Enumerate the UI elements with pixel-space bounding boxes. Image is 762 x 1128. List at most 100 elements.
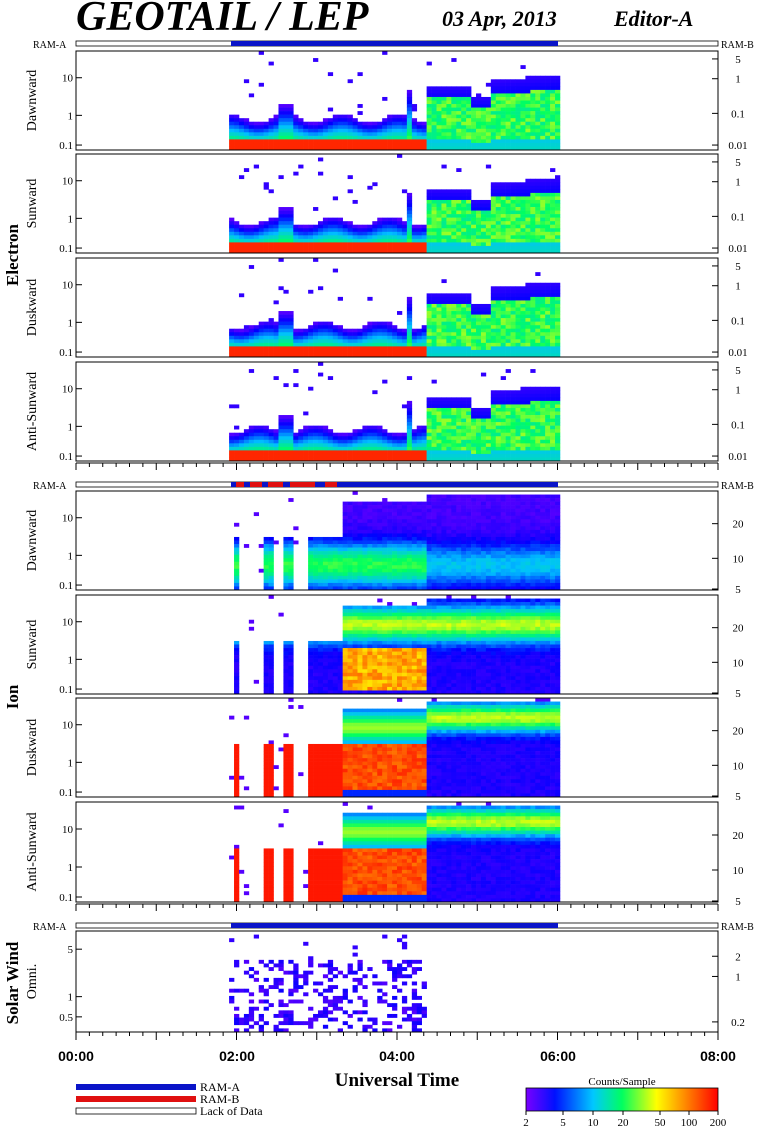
spectrogram-cell xyxy=(263,125,269,130)
spectrogram-cell xyxy=(530,96,536,101)
spectrogram-cell xyxy=(322,242,329,247)
spectrogram-cell xyxy=(357,242,363,247)
spectrogram-cell xyxy=(490,501,497,506)
spectrogram-cell xyxy=(258,228,264,233)
spectrogram-cell xyxy=(426,107,432,112)
spectrogram-cell xyxy=(387,515,393,520)
spectrogram-cell xyxy=(293,353,299,358)
spectrogram-cell xyxy=(485,565,492,570)
spectrogram-cell xyxy=(540,450,546,455)
spectrogram-cell xyxy=(416,335,422,340)
spectrogram-cell xyxy=(495,311,502,315)
spectrogram-cell xyxy=(461,249,467,254)
spectrogram-cell xyxy=(293,228,299,233)
spectrogram-cell xyxy=(550,192,556,197)
spectrogram-cell xyxy=(283,314,289,319)
spectrogram-cell xyxy=(357,335,363,340)
spectrogram-cell xyxy=(273,300,279,305)
spectrogram-cell xyxy=(253,235,260,240)
spectrogram-cell xyxy=(234,342,240,347)
spectrogram-cell xyxy=(288,118,294,123)
spectrogram-cell xyxy=(283,289,289,294)
spectrogram-cell xyxy=(441,342,447,347)
spectrogram-cell xyxy=(392,522,398,527)
spectrogram-cell xyxy=(480,100,487,105)
spectrogram-cell xyxy=(327,376,334,380)
spectrogram-cell xyxy=(500,89,506,94)
panel-label: Duskward xyxy=(25,279,40,337)
spectrogram-cell xyxy=(540,544,546,548)
spectrogram-cell xyxy=(431,529,437,534)
spectrogram-cell xyxy=(372,457,378,462)
spectrogram-cell xyxy=(446,547,452,552)
spectrogram-cell xyxy=(342,328,348,333)
spectrogram-cell xyxy=(392,547,398,552)
spectrogram-cell xyxy=(550,325,556,330)
spectrogram-cell xyxy=(387,457,393,462)
spectrogram-cell xyxy=(530,436,536,441)
spectrogram-cell xyxy=(480,121,487,126)
spectrogram-cell xyxy=(550,526,556,531)
spectrogram-cell xyxy=(278,121,284,126)
spectrogram-cell xyxy=(550,429,556,434)
spectrogram-cell xyxy=(234,436,240,441)
spectrogram-cell xyxy=(317,346,324,351)
spectrogram-cell xyxy=(500,561,506,566)
spectrogram-cell xyxy=(347,533,353,538)
spectrogram-cell xyxy=(525,96,531,101)
spectrogram-cell xyxy=(243,235,250,240)
spectrogram-cell xyxy=(520,536,526,541)
spectrogram-cell xyxy=(332,457,339,462)
spectrogram-cell xyxy=(550,328,556,333)
spectrogram-cell xyxy=(229,217,235,222)
spectrogram-cell xyxy=(263,568,269,573)
spectrogram-cell xyxy=(411,349,418,354)
spectrogram-cell xyxy=(505,390,511,395)
spectrogram-cell xyxy=(476,146,482,151)
spectrogram-cell xyxy=(357,505,363,509)
spectrogram-cell xyxy=(490,575,497,580)
spectrogram-cell xyxy=(451,189,457,194)
spectrogram-cell xyxy=(337,568,343,573)
spectrogram-cell xyxy=(446,508,452,513)
spectrogram-cell xyxy=(480,439,487,444)
spectrogram-cell xyxy=(530,128,536,133)
spectrogram-cell xyxy=(234,536,240,541)
spectrogram-cell xyxy=(485,418,492,423)
spectrogram-cell xyxy=(273,332,279,337)
spectrogram-cell xyxy=(500,210,506,215)
spectrogram-cell xyxy=(476,339,482,344)
spectrogram-cell xyxy=(555,307,561,312)
spectrogram-cell xyxy=(406,586,413,591)
spectrogram-cell xyxy=(446,457,452,462)
spectrogram-cell xyxy=(535,407,541,412)
spectrogram-cell xyxy=(525,293,531,298)
spectrogram-cell xyxy=(535,554,541,559)
spectrogram-cell xyxy=(520,82,526,87)
spectrogram-cell xyxy=(471,418,477,423)
spectrogram-cell xyxy=(500,293,506,298)
spectrogram-cell xyxy=(436,349,442,354)
spectrogram-cell xyxy=(367,425,373,430)
spectrogram-cell xyxy=(451,135,457,140)
spectrogram-cell xyxy=(352,582,358,587)
spectrogram-cell xyxy=(515,457,521,462)
spectrogram-cell xyxy=(510,245,516,250)
spectrogram-cell xyxy=(466,508,472,513)
spectrogram-cell xyxy=(436,508,442,513)
spectrogram-cell xyxy=(347,508,353,513)
spectrogram-cell xyxy=(441,439,447,444)
spectrogram-cell xyxy=(357,522,363,527)
spectrogram-cell xyxy=(406,376,413,380)
spectrogram-cell xyxy=(273,328,279,333)
spectrogram-cell xyxy=(352,515,358,520)
spectrogram-cell xyxy=(308,453,314,458)
spectrogram-cell xyxy=(510,533,516,538)
spectrogram-cell xyxy=(515,397,521,402)
spectrogram-cell xyxy=(476,498,482,502)
spectrogram-cell xyxy=(416,554,422,559)
spectrogram-cell xyxy=(446,429,452,434)
spectrogram-cell xyxy=(520,100,526,105)
spectrogram-cell xyxy=(367,579,373,584)
spectrogram-cell xyxy=(234,547,240,552)
